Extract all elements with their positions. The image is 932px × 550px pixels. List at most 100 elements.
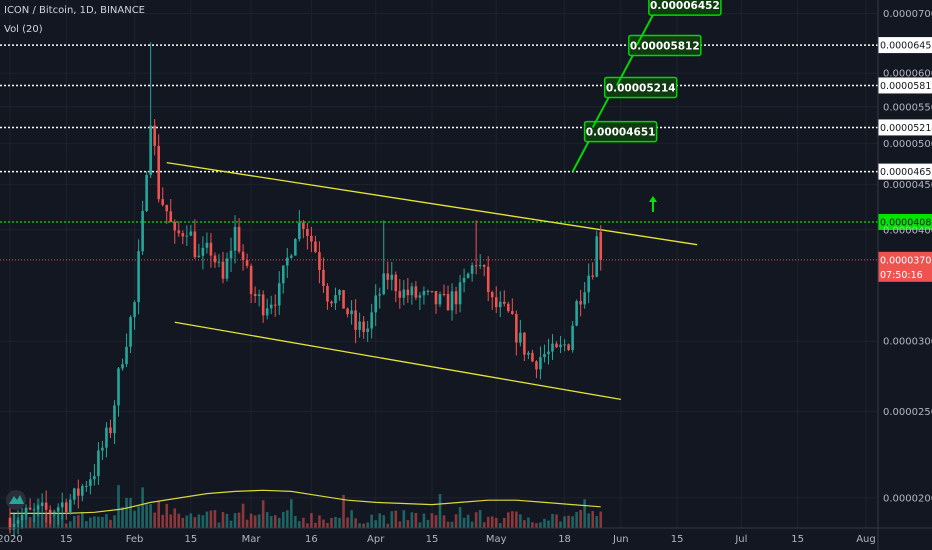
target-level-label: 0.00005812 — [880, 81, 932, 92]
tradingview-logo-mark — [9, 495, 24, 504]
volume-bar — [294, 516, 297, 528]
callout-label: 0.00005214 — [606, 82, 676, 94]
callout-box — [603, 76, 678, 99]
candle-body — [265, 308, 269, 316]
volume-bar — [462, 517, 466, 528]
volume-bar — [370, 514, 373, 528]
candle-body — [390, 274, 394, 280]
candle-body — [490, 292, 494, 298]
candle-body — [197, 255, 201, 258]
candle-body — [129, 317, 132, 347]
volume-ma-line — [10, 489, 601, 514]
candle-body — [543, 353, 546, 358]
volume-bar — [273, 515, 277, 528]
candle-body — [277, 283, 281, 306]
volume-bar — [145, 504, 148, 528]
candle-body — [125, 346, 128, 365]
candle-body — [181, 233, 185, 237]
candle-body — [486, 266, 490, 293]
candle-body — [225, 258, 229, 279]
candle-body — [257, 294, 261, 297]
volume-bar — [121, 506, 124, 528]
candle-body — [205, 242, 209, 248]
candle-body — [330, 301, 333, 304]
trendline — [174, 321, 621, 401]
volume-bar — [241, 503, 245, 528]
volume-bar — [257, 514, 261, 528]
candle-body — [338, 290, 341, 296]
candle-body — [273, 304, 277, 306]
candles — [8, 42, 603, 537]
volume-bar — [298, 521, 301, 528]
candle-body — [85, 485, 88, 487]
volume-bar — [281, 511, 285, 528]
callout-label: 0.00004651 — [586, 127, 656, 139]
candle-body — [137, 251, 140, 303]
candle-body — [579, 301, 582, 305]
x-tick-label: Jul — [734, 534, 747, 545]
candle-body — [40, 502, 44, 506]
volume-bar — [466, 514, 470, 528]
volume-bar — [531, 522, 534, 528]
symbol-title: ICON / Bitcoin, 1D, BINANCE — [4, 5, 145, 16]
volume-bar — [149, 504, 152, 528]
candle-body — [221, 261, 225, 279]
candle-body — [105, 427, 108, 448]
candle-body — [16, 520, 20, 524]
volume-bar — [261, 500, 265, 528]
y-tick-label: 0.00002000 — [883, 493, 932, 504]
candle-body — [446, 294, 450, 311]
volume-bar — [314, 522, 317, 528]
volume-bar — [302, 517, 305, 528]
volume-bar — [599, 511, 603, 528]
candle-body — [269, 304, 273, 309]
target-level-tag — [878, 77, 932, 94]
volume-bar — [189, 513, 193, 528]
volume-bar — [527, 517, 530, 528]
candle-body — [318, 252, 321, 270]
candle-body — [310, 235, 313, 242]
volume-bar — [117, 485, 120, 528]
volume-bar — [507, 512, 510, 528]
candle-body — [511, 311, 514, 315]
candle-body — [470, 265, 474, 274]
volume-bar — [362, 523, 365, 528]
target-level-tag — [878, 37, 932, 54]
volume-bar — [85, 521, 88, 528]
candle-body — [56, 507, 60, 512]
candle-body — [587, 275, 590, 293]
candle-body — [52, 511, 56, 513]
candle-body — [149, 125, 152, 175]
volume-bar — [213, 510, 217, 528]
volume-bar — [551, 513, 554, 528]
chart-grid — [0, 0, 878, 528]
volume-bar — [201, 515, 205, 528]
x-tick-label: Aug — [856, 534, 876, 545]
candle-body — [454, 291, 458, 305]
volume-bar — [382, 515, 386, 528]
volume-bar — [378, 513, 382, 528]
x-tick-label: Apr — [367, 534, 385, 545]
candle-body — [599, 231, 603, 260]
callout-label: 0.00006452 — [650, 0, 720, 12]
candle-body — [358, 321, 361, 330]
candle-body — [334, 295, 337, 304]
candle-body — [374, 295, 377, 313]
volume-bar — [474, 512, 478, 528]
target-levels: 0.00006452 0.00005812 0.00005214 0.00004651… — [0, 37, 932, 282]
volume-bar — [137, 506, 140, 528]
y-tick-label: 0.00006000 — [883, 69, 932, 80]
candle-body — [583, 292, 586, 305]
volume-bar — [225, 513, 229, 528]
candle-body — [24, 507, 28, 515]
volume-bar — [338, 517, 341, 528]
candle-body — [306, 228, 309, 236]
candle-body — [290, 255, 293, 258]
target-level-tag — [878, 163, 932, 180]
callout-box — [648, 0, 722, 16]
candle-body — [551, 343, 554, 352]
candle-body — [474, 265, 478, 267]
candle-body — [169, 211, 173, 222]
